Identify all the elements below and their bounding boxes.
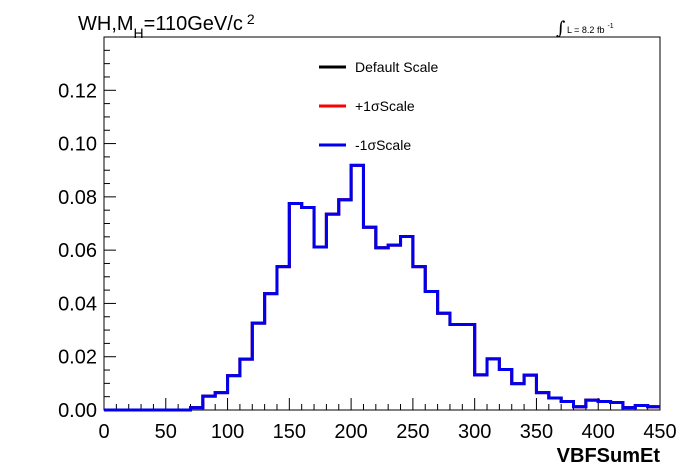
lumi-integral: ∫ <box>556 18 566 39</box>
axis-ticks <box>103 36 661 411</box>
x-tick-label: 350 <box>520 421 553 443</box>
y-tick-label: 0.10 <box>58 134 97 156</box>
x-tick-label: 200 <box>334 421 367 443</box>
tick-labels: 0 50 100 150 200 250 300 350 400 450 0.00 0.02 0.04 0… <box>58 80 677 443</box>
x-tick-label: 50 <box>155 421 177 443</box>
legend: Default Scale +1σScale -1σScale <box>319 59 438 153</box>
legend-label: -1σScale <box>355 137 411 153</box>
y-tick-label: 0.02 <box>58 347 97 369</box>
lumi-label: L = 8.2 fb -1 <box>567 23 614 35</box>
lumi-text: L = 8.2 fb <box>567 25 604 35</box>
x-axis-label: VBFSumEt <box>557 445 661 467</box>
histogram-series <box>104 163 660 412</box>
series-default-scale <box>104 163 660 412</box>
legend-label: +1σScale <box>355 98 415 114</box>
chart-title: WH,MH=110GeV/c 2 <box>78 11 255 41</box>
legend-label: Default Scale <box>355 59 438 75</box>
x-tick-label: 0 <box>98 421 109 443</box>
y-tick-label: 0.06 <box>58 240 97 262</box>
x-tick-label: 450 <box>643 421 676 443</box>
title-subscript: H <box>134 25 144 41</box>
x-tick-label: 300 <box>458 421 491 443</box>
y-tick-label: 0.08 <box>58 187 97 209</box>
lumi-superscript: -1 <box>607 23 613 30</box>
title-main: WH,M <box>78 13 134 35</box>
y-tick-label: 0.00 <box>58 400 97 422</box>
y-tick-label: 0.12 <box>58 80 97 102</box>
x-tick-label: 100 <box>211 421 244 443</box>
series-1-scale <box>104 163 660 412</box>
x-tick-label: 250 <box>396 421 429 443</box>
title-rest: =110GeV/c <box>144 13 243 35</box>
y-tick-label: 0.04 <box>58 293 97 315</box>
x-tick-label: 400 <box>582 421 615 443</box>
plot-frame <box>103 36 661 411</box>
title-superscript: 2 <box>247 11 255 27</box>
series-1-scale <box>104 163 660 412</box>
x-tick-label: 150 <box>273 421 306 443</box>
